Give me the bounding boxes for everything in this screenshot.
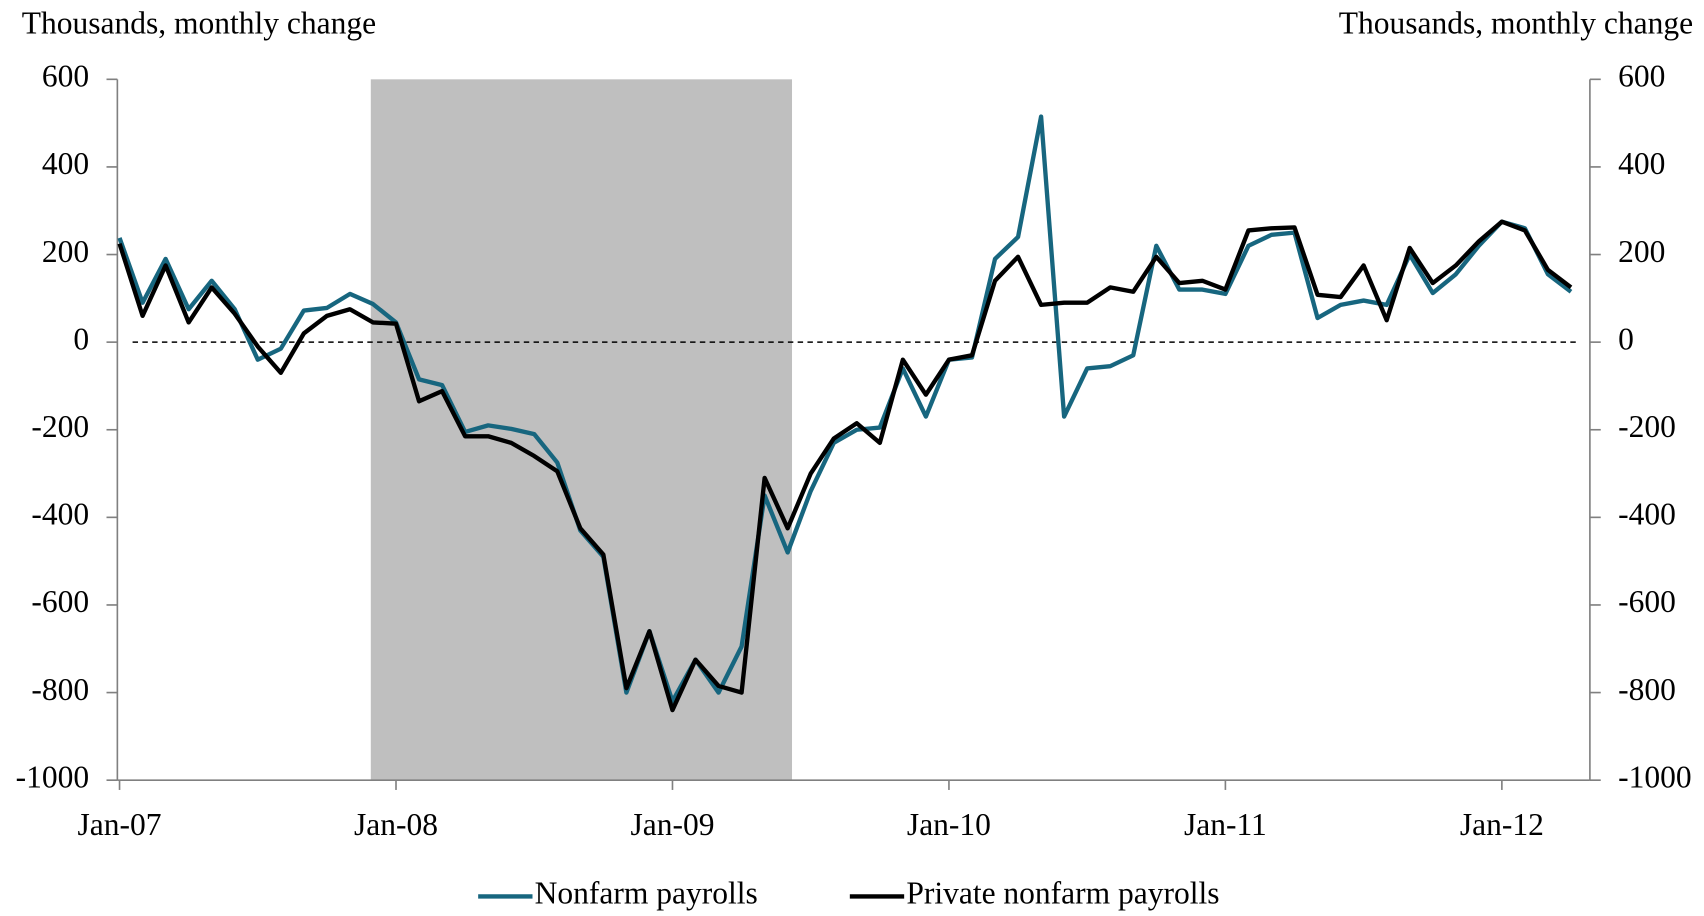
legend-label: Private nonfarm payrolls [906,876,1219,911]
y-tick-label: 600 [42,59,89,94]
x-tick-label: Jan-08 [354,807,438,842]
y-tick-label: 200 [42,234,89,269]
y2-tick-label: 600 [1618,59,1665,94]
x-tick-label: Jan-09 [630,807,714,842]
y2-tick-label: -200 [1618,409,1676,444]
y-tick-label: -400 [31,497,89,532]
y-tick-label: 400 [42,146,89,181]
y2-tick-label: 0 [1618,321,1634,356]
y-axis-label: Thousands, monthly change [22,5,376,40]
series-line [117,114,1573,704]
y-tick-label: -200 [31,409,89,444]
y-tick-label: -800 [31,672,89,707]
y2-tick-label: 400 [1618,146,1665,181]
y2-tick-label: -400 [1618,497,1676,532]
y-tick-label: 0 [73,321,89,356]
y2-tick-label: -800 [1618,672,1676,707]
y-tick-label: -1000 [16,759,90,794]
series-line [117,219,1573,713]
x-tick-label: Jan-10 [907,807,991,842]
y-tick-label: -600 [31,584,89,619]
y2-tick-label: -600 [1618,584,1676,619]
y2-tick-label: -1000 [1618,759,1692,794]
x-tick-label: Jan-07 [78,807,162,842]
x-tick-label: Jan-12 [1460,807,1544,842]
x-tick-label: Jan-11 [1184,807,1267,842]
legend-label: Nonfarm payrolls [535,876,758,911]
recession-shading [370,79,793,781]
y2-axis-label: Thousands, monthly change [1339,5,1693,40]
y2-tick-label: 200 [1618,234,1665,269]
